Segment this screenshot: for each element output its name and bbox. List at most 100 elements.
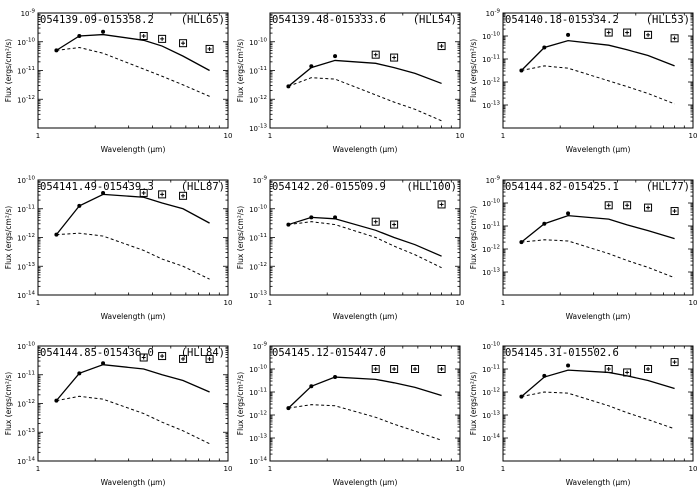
y-tick-label: 10-11	[17, 204, 35, 214]
y-tick-label: 10-12	[249, 95, 267, 105]
irac-point	[205, 44, 214, 53]
near-ir-point	[333, 215, 338, 220]
irac-point-box	[139, 353, 148, 362]
irac-point-box	[644, 30, 653, 39]
y-axis-label: Flux (ergs/cm²/s)	[4, 39, 13, 103]
irac-point-box	[158, 352, 167, 361]
x-tick-label: 10	[224, 132, 233, 140]
y-tick-label: 10-11	[482, 55, 500, 65]
y-tick-label: 10-11	[482, 222, 500, 232]
y-tick-label: 10-12	[482, 245, 500, 255]
irac-point-box	[604, 28, 613, 37]
irac-point-box	[670, 358, 679, 367]
plot-frame	[269, 12, 461, 129]
panel-title: 054145.31-015502.6	[505, 347, 619, 359]
sed-panel: 1 10 10-10 10-11 10-12 10-13 Wavelength (μm) Fl…	[236, 12, 464, 154]
irac-point	[644, 365, 653, 373]
y-tick-label: 10-10	[482, 199, 500, 209]
irac-point	[139, 188, 148, 197]
plot-frame	[502, 12, 694, 129]
irac-point	[437, 200, 446, 209]
panel-title: 054139.09-015358.2 (HLL65)	[40, 14, 225, 26]
source-label: (HLL87)	[181, 181, 225, 193]
irac-point-box	[390, 365, 399, 373]
near-ir-point	[54, 48, 59, 53]
x-axis-label: Wavelength (μm)	[566, 145, 631, 154]
irac-point	[139, 32, 148, 40]
irac-point	[371, 50, 380, 59]
irac-point	[437, 42, 446, 51]
irac-point	[644, 30, 653, 39]
panel-title: 054145.12-015447.0	[272, 347, 386, 359]
source-id: 054141.49-015439.3	[40, 181, 154, 193]
y-tick-label: 10-9	[21, 9, 36, 19]
irac-point	[158, 352, 167, 361]
irac-point-box	[139, 32, 148, 40]
model-sed-line	[288, 216, 442, 257]
near-ir-point	[77, 371, 82, 376]
y-tick-label: 10-10	[17, 37, 35, 47]
irac-point-box	[670, 207, 679, 216]
near-ir-point	[309, 384, 314, 389]
photosphere-line	[56, 46, 210, 97]
plot-frame	[37, 179, 229, 296]
sed-panel: 1 10 10-10 10-11 10-12 10-13 10-14 Wavelength (…	[469, 342, 697, 488]
near-ir-point	[54, 398, 59, 403]
y-tick-label: 10-10	[249, 365, 267, 375]
near-ir-point	[286, 84, 291, 89]
irac-point-box	[604, 365, 613, 373]
near-ir-point	[566, 32, 571, 37]
y-tick-label: 10-13	[482, 268, 500, 278]
irac-point-box	[623, 201, 632, 210]
irac-point	[623, 28, 632, 37]
source-id: 054144.85-015436.0	[40, 347, 154, 359]
plot-frame	[37, 12, 229, 129]
irac-point-box	[437, 365, 446, 373]
near-ir-point	[566, 211, 571, 216]
y-tick-label: 10-10	[482, 342, 500, 352]
y-tick-label: 10-12	[17, 399, 35, 409]
source-id: 054145.12-015447.0	[272, 347, 386, 359]
irac-point	[670, 207, 679, 216]
y-axis-label: Flux (ergs/cm²/s)	[236, 372, 245, 436]
sed-panel: 1 10 10-9 10-10 10-11 10-12 Wavelength (μm) Flu…	[4, 9, 232, 155]
y-tick-label: 10-11	[17, 370, 35, 380]
irac-point-box	[604, 201, 613, 210]
irac-point	[604, 28, 613, 37]
y-tick-label: 10-13	[17, 428, 35, 438]
near-ir-point	[542, 221, 547, 226]
y-tick-label: 10-12	[17, 233, 35, 243]
x-axis-label: Wavelength (μm)	[333, 478, 398, 487]
irac-point	[371, 217, 380, 226]
model-sed-line	[55, 364, 210, 402]
x-tick-label: 1	[268, 465, 272, 473]
x-tick-label: 1	[501, 465, 505, 473]
x-tick-label: 1	[501, 132, 505, 140]
photosphere-line	[56, 395, 210, 445]
irac-point-box	[371, 217, 380, 226]
panel-title: 054139.48-015333.6 (HLL54)	[272, 14, 457, 26]
y-axis-label: Flux (ergs/cm²/s)	[236, 206, 245, 270]
source-label: (HLL100)	[406, 181, 457, 193]
x-tick-label: 1	[501, 299, 505, 307]
irac-point	[623, 201, 632, 210]
irac-point-box	[205, 44, 214, 53]
photosphere-line	[288, 77, 442, 122]
y-tick-label: 10-13	[249, 434, 267, 444]
irac-point	[604, 201, 613, 210]
photosphere-line	[56, 232, 210, 280]
panel-title: 054141.49-015439.3 (HLL87)	[40, 181, 225, 193]
near-ir-point	[566, 363, 571, 368]
irac-point-box	[390, 220, 399, 229]
y-tick-label: 10-14	[17, 457, 35, 467]
photosphere-line	[521, 65, 675, 105]
y-tick-label: 10-14	[17, 291, 35, 301]
irac-point-box	[644, 203, 653, 212]
near-ir-point	[286, 406, 291, 411]
irac-point-box	[179, 39, 188, 48]
plot-frame	[502, 345, 694, 462]
source-label: (HLL65)	[181, 14, 225, 26]
x-tick-label: 10	[689, 465, 698, 473]
panel-title: 054142.20-015509.9 (HLL100)	[272, 181, 457, 193]
